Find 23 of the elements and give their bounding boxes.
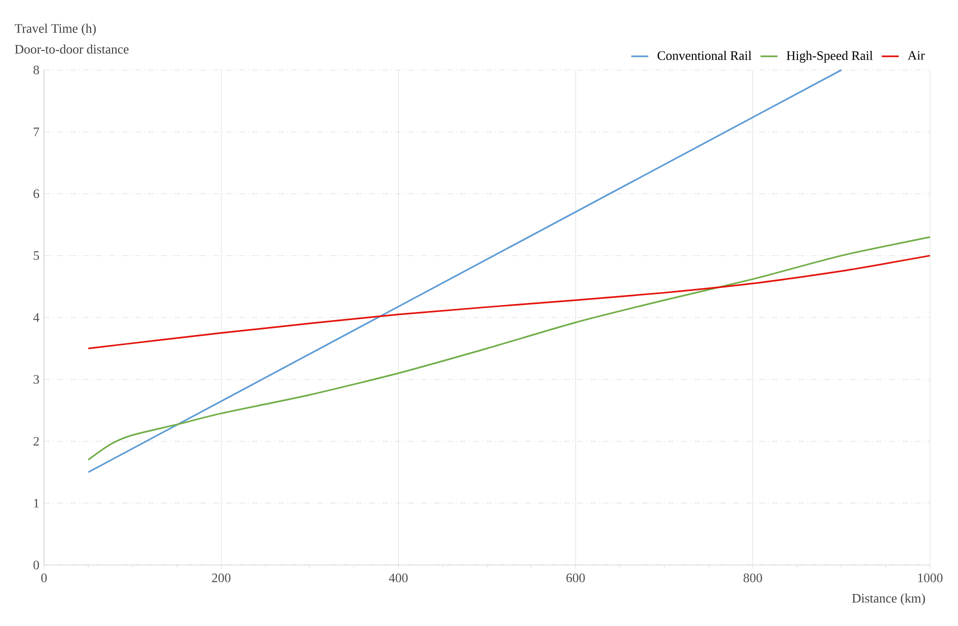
- x-tick-label: 200: [212, 574, 230, 582]
- y-tick-label: 1: [34, 498, 39, 508]
- y-tick-label: 6: [34, 189, 40, 198]
- line-series: [88, 236, 931, 461]
- line-series: [88, 254, 931, 350]
- legend-label: Conventional Rail: [658, 50, 752, 60]
- x-axis-title: Distance (km): [852, 594, 925, 606]
- y-tick-label: 4: [33, 313, 40, 322]
- x-tick-label: 1000: [918, 574, 942, 582]
- x-tick-label: 600: [566, 574, 585, 582]
- y-tick-label: 2: [34, 436, 39, 446]
- x-tick-label: 0: [41, 574, 47, 582]
- legend-label: High-Speed Rail: [786, 50, 873, 63]
- x-tick-label: 800: [744, 574, 762, 582]
- y-tick-label: 5: [34, 251, 39, 260]
- y-axis-title: Travel Time (h): [14, 24, 96, 36]
- y-tick-label: 7: [34, 128, 40, 136]
- legend-label: Air: [908, 51, 925, 60]
- y-tick-label: 8: [34, 66, 39, 74]
- text: Door-to-door distance: [14, 44, 129, 54]
- y-tick-label: 0: [34, 560, 39, 570]
- x-tick-label: 400: [388, 574, 408, 582]
- y-tick-label: 3: [34, 375, 39, 384]
